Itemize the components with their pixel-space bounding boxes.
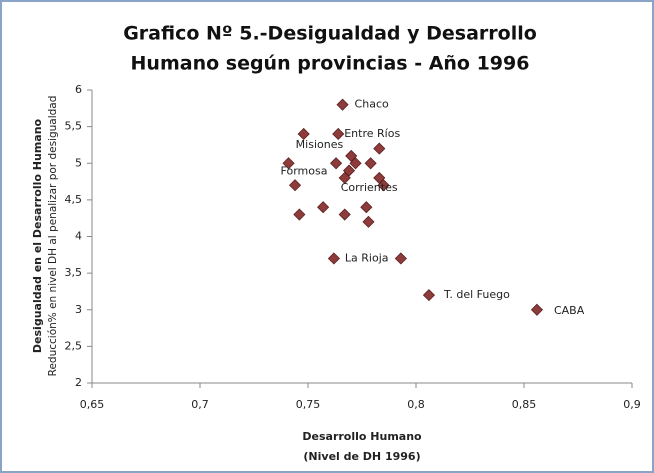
- x-tick-label: 0,75: [296, 398, 321, 411]
- y-tick-label: 3,5: [65, 266, 83, 279]
- point: [362, 215, 375, 228]
- point: [342, 164, 356, 177]
- point-label: CABA: [554, 304, 585, 317]
- point: [288, 179, 302, 192]
- point-label: Misiones: [296, 138, 344, 151]
- y-tick-label: 6: [75, 83, 82, 96]
- x-tick-label: 0,7: [191, 398, 209, 411]
- y-tick-label: 2: [75, 376, 82, 389]
- x-tick-label: 0,85: [512, 398, 537, 411]
- point: [282, 157, 295, 170]
- point: [394, 252, 407, 265]
- point: [360, 201, 373, 214]
- x-tick-label: 0,8: [407, 398, 425, 411]
- point-label: Formosa: [281, 164, 328, 177]
- point: [332, 127, 345, 141]
- point: [317, 201, 330, 214]
- point: [530, 303, 544, 316]
- point-label: La Rioja: [345, 251, 389, 264]
- point: [338, 171, 351, 184]
- point: [377, 179, 390, 192]
- chart-title: Humano según provincias - Año 1996: [131, 53, 530, 75]
- x-axis-label: (Nivel de DH 1996): [303, 450, 420, 463]
- point: [327, 252, 340, 265]
- x-tick-label: 0,9: [623, 398, 641, 411]
- point: [373, 142, 386, 155]
- point: [330, 157, 343, 170]
- point: [422, 289, 436, 302]
- y-axis-label: Desigualdad en el Desarrollo Humano: [31, 118, 44, 353]
- point: [297, 127, 310, 141]
- point-label: Corrientes: [341, 181, 398, 194]
- point: [336, 98, 349, 111]
- point: [349, 157, 362, 170]
- point: [293, 208, 306, 221]
- x-tick-label: 0,65: [80, 398, 105, 411]
- y-tick-label: 4: [75, 230, 82, 243]
- y-tick-label: 5: [75, 156, 82, 169]
- point-label: Chaco: [355, 98, 389, 111]
- point: [373, 171, 386, 184]
- y-tick-label: 5,5: [65, 120, 83, 133]
- point-label: T. del Fuego: [443, 288, 510, 301]
- point: [364, 157, 377, 170]
- y-tick-label: 4,5: [65, 193, 83, 206]
- y-tick-label: 2,5: [65, 339, 83, 352]
- chart-title: Grafico Nº 5.-Desigualdad y Desarrollo: [123, 23, 537, 45]
- point-label: Entre Ríos: [344, 127, 400, 140]
- y-axis-label: Reducción% en nivel DH al penalizar por …: [47, 96, 59, 377]
- x-axis-label: Desarrollo Humano: [302, 430, 422, 443]
- point: [338, 208, 351, 221]
- point: [345, 149, 358, 162]
- y-tick-label: 3: [75, 303, 82, 316]
